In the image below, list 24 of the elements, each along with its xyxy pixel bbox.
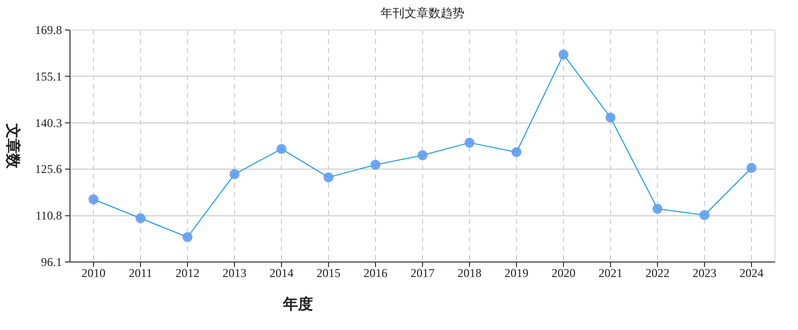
x-tick-label: 2023 <box>692 266 716 280</box>
x-tick-label: 2015 <box>316 266 340 280</box>
x-tick-label: 2011 <box>128 266 152 280</box>
y-tick-label: 169.8 <box>35 23 62 37</box>
x-tick-label: 2022 <box>646 266 670 280</box>
y-tick-label: 155.1 <box>35 69 62 84</box>
y-axis-title: 文章数 <box>4 122 22 170</box>
x-tick-label: 2012 <box>176 266 200 280</box>
x-axis-title: 年度 <box>282 295 313 313</box>
x-tick-label: 2019 <box>504 266 528 280</box>
x-tick-label: 2021 <box>598 266 622 280</box>
x-tick-label: 2017 <box>410 266 434 280</box>
x-tick-label: 2024 <box>740 266 764 280</box>
x-tick-label: 2014 <box>270 266 294 280</box>
y-tick-label: 96.1 <box>41 255 62 269</box>
y-tick-label: 125.6 <box>35 162 62 176</box>
x-tick-label: 2016 <box>364 266 388 280</box>
x-tick-label: 2013 <box>222 266 246 280</box>
chart-title: 年刊文章数趋势 <box>380 6 464 20</box>
y-tick-label: 110.8 <box>35 208 62 223</box>
y-tick-label: 140.3 <box>35 116 62 130</box>
x-tick-label: 2020 <box>552 266 576 280</box>
x-tick-label: 2010 <box>82 266 106 280</box>
x-tick-label: 2018 <box>458 266 482 280</box>
